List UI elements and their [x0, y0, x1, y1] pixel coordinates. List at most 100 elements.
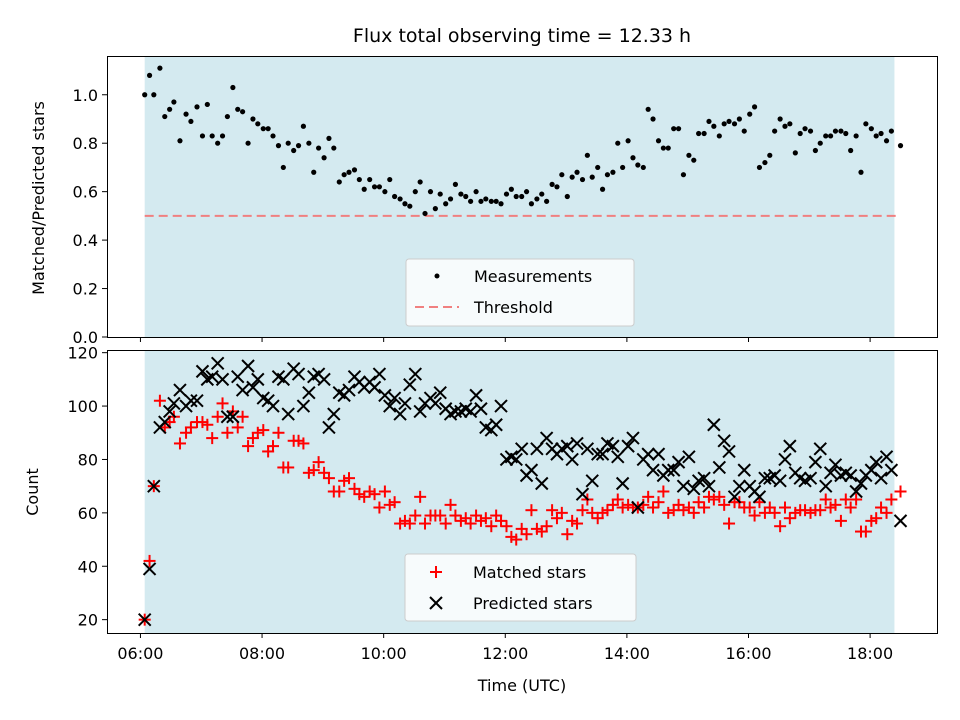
predicted-star-point [220, 410, 235, 424]
y-tick-label: 1.0 [73, 86, 98, 105]
measurement-point [589, 174, 595, 180]
legend-label-predicted: Predicted stars [473, 594, 593, 613]
predicted-star-points [137, 356, 908, 627]
x-axis-counts: 06:00 08:00 10:00 12:00 14:00 16:00 18:00 [117, 633, 893, 663]
matched-star-point [479, 512, 492, 525]
measurement-point [463, 193, 469, 200]
matched-star-point [647, 501, 660, 514]
predicted-star-point [167, 396, 181, 411]
predicted-star-point [195, 364, 210, 379]
matched-star-point [464, 517, 477, 530]
measurement-point [640, 164, 646, 171]
predicted-star-point [575, 487, 590, 501]
matched-star-point [723, 517, 736, 530]
predicted-star-point [661, 463, 675, 477]
predicted-star-point [783, 439, 797, 453]
x-tick-label: 14:00 [604, 644, 650, 663]
predicted-star-point [813, 442, 827, 456]
matched-star-point [343, 472, 356, 485]
measurement-point [863, 121, 869, 127]
measurement-point [295, 143, 302, 149]
y-axis-counts: 20 40 60 80 100 120 [67, 344, 107, 630]
legend-counts: Matched stars Predicted stars [404, 553, 637, 622]
measurement-point [275, 143, 282, 149]
matched-star-point [829, 498, 842, 511]
matched-star-point [880, 506, 893, 519]
predicted-star-point [560, 439, 575, 453]
matched-star-point [439, 517, 452, 530]
plot-frame-ratio [107, 56, 938, 338]
predicted-star-point [758, 471, 772, 485]
measurement-point [209, 133, 215, 139]
x-tick-label: 18:00 [847, 644, 893, 663]
predicted-star-point [296, 399, 311, 413]
measurement-point [711, 123, 717, 129]
measurement-point [579, 176, 586, 183]
measurement-point [427, 189, 434, 195]
x-tick-label: 08:00 [239, 644, 285, 663]
measurement-point [177, 138, 183, 144]
predicted-star-point [448, 404, 463, 419]
matched-star-point [333, 485, 346, 498]
predicted-star-point [205, 369, 219, 384]
measurement-point [151, 92, 157, 98]
predicted-star-point [611, 450, 625, 464]
matched-star-point [576, 504, 589, 517]
measurement-point [665, 145, 671, 151]
predicted-star-point [494, 399, 508, 413]
predicted-star-point [854, 476, 868, 491]
predicted-star-point [535, 476, 549, 491]
measurement-point [777, 116, 783, 122]
predicted-star-point [874, 471, 888, 485]
predicted-star-point [727, 490, 742, 504]
matched-star-point [403, 517, 416, 530]
y-tick-label: 80 [78, 450, 98, 469]
measurement-point [599, 186, 606, 192]
measurement-point [756, 164, 763, 171]
measurement-point [691, 157, 697, 163]
matched-star-point [211, 410, 224, 423]
y-axis-title-counts: Count [23, 468, 42, 516]
predicted-star-point [646, 463, 660, 477]
matched-star-point [414, 490, 427, 503]
measurement-point [239, 109, 246, 115]
predicted-star-point [849, 484, 863, 499]
measurement-point [260, 126, 266, 132]
measurement-point [473, 189, 479, 195]
measurement-point [539, 191, 545, 197]
matched-star-point [799, 504, 812, 517]
predicted-star-point [641, 447, 655, 461]
predicted-star-point [864, 463, 879, 477]
measurement-point [792, 150, 798, 156]
legend-label-matched: Matched stars [473, 563, 586, 582]
matched-star-point [495, 514, 508, 527]
measurement-point [250, 116, 256, 122]
matched-star-point [687, 506, 700, 519]
matched-star-point [143, 554, 156, 567]
matched-star-point [257, 424, 270, 437]
x-tick-label: 16:00 [725, 644, 771, 663]
predicted-star-point [322, 420, 336, 435]
measurement-point [300, 123, 307, 129]
predicted-star-point [231, 369, 245, 384]
measurement-point [736, 116, 742, 122]
matched-star-point [662, 506, 675, 519]
matched-star-point [571, 517, 584, 530]
measurement-point [376, 184, 383, 190]
measurement-point [157, 65, 163, 71]
predicted-star-point [266, 399, 280, 413]
predicted-star-point [291, 367, 306, 381]
measurement-point [706, 118, 712, 125]
measurement-point [843, 130, 849, 137]
legend-label-measurements: Measurements [474, 267, 592, 286]
measurement-point [655, 138, 662, 144]
y-tick-label: 0.6 [73, 183, 98, 202]
predicted-star-point [383, 399, 397, 413]
measurement-point [397, 196, 403, 202]
matched-star-point [692, 496, 705, 509]
matched-star-point [586, 506, 599, 519]
matched-star-point [449, 509, 462, 522]
measurement-point [336, 179, 342, 185]
matched-star-point [282, 461, 295, 474]
predicted-star-point [539, 431, 554, 445]
